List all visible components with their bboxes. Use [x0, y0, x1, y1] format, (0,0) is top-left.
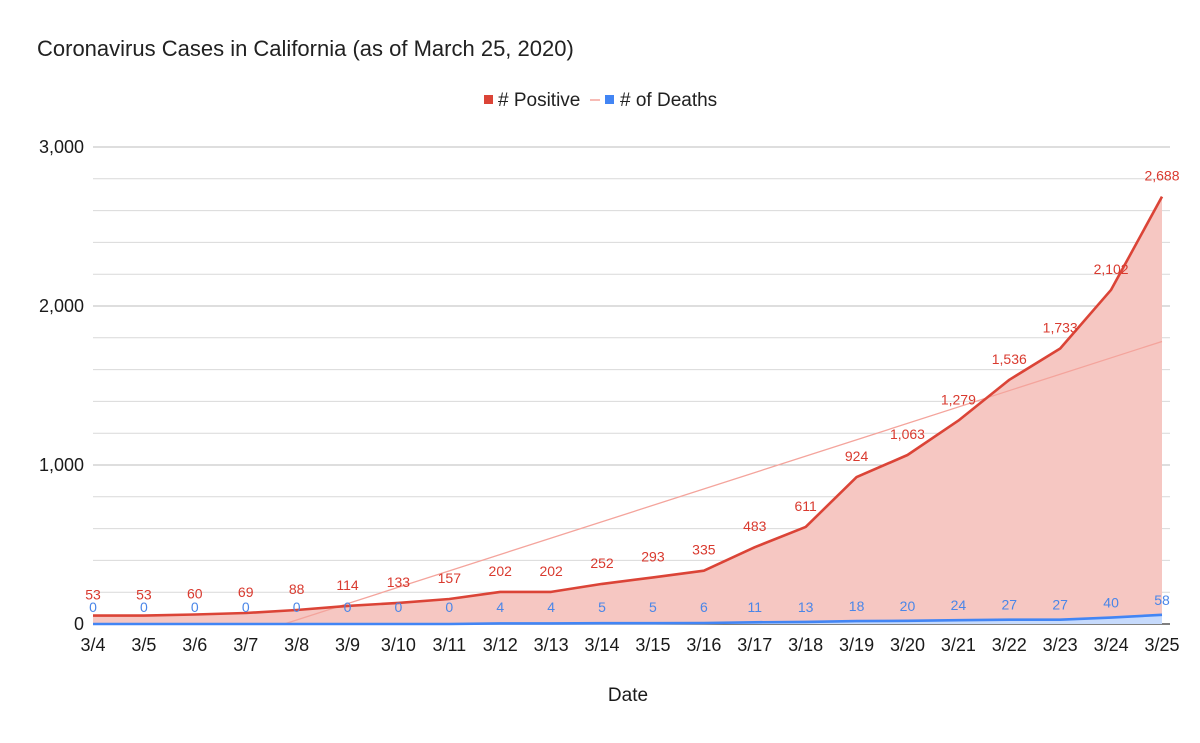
data-label-positive: 53	[85, 587, 101, 603]
data-label-deaths: 0	[89, 599, 97, 615]
data-label-positive: 114	[336, 577, 359, 593]
series-lines	[93, 195, 1164, 626]
data-label-positive: 335	[692, 542, 716, 558]
data-labels: 53 53 60 69 88 114 133 157 202 202 252 293 335483611…	[85, 168, 1180, 615]
data-label-deaths: 0	[293, 599, 301, 615]
x-tick-label: 3/20	[890, 635, 925, 655]
data-label-deaths: 27	[1001, 597, 1017, 613]
x-tick-label: 3/23	[1043, 635, 1078, 655]
data-label-deaths: 58	[1154, 592, 1170, 608]
x-tick-label: 3/9	[335, 635, 360, 655]
data-label-positive: 293	[641, 548, 665, 564]
legend: # Positive # of Deaths	[484, 90, 717, 111]
x-tick-label: 3/13	[534, 635, 569, 655]
legend-swatch-deaths	[605, 95, 614, 104]
data-label-deaths: 4	[496, 599, 504, 615]
data-label-deaths: 0	[344, 599, 352, 615]
data-label-deaths: 6	[700, 599, 708, 615]
x-tick-label: 3/10	[381, 635, 416, 655]
x-axis: 3/4 3/5 3/6 3/7 3/8 3/9 3/10 3/11 3/12 3/13 3/14 3/…	[80, 635, 1179, 655]
data-label-deaths: 27	[1052, 597, 1068, 613]
data-label-positive: 924	[845, 448, 869, 464]
x-tick-label: 3/6	[182, 635, 207, 655]
data-label-positive: 69	[238, 584, 254, 600]
line-deaths	[93, 613, 1163, 626]
data-label-deaths: 5	[598, 599, 606, 615]
data-label-deaths: 11	[747, 599, 762, 615]
data-label-deaths: 0	[445, 599, 453, 615]
data-label-positive: 1,063	[890, 426, 925, 442]
gridlines	[93, 146, 1170, 625]
area-positive	[93, 196, 1162, 624]
data-label-positive: 1,733	[1043, 319, 1078, 335]
line-positive	[93, 195, 1164, 617]
data-label-positive: 1,279	[941, 392, 976, 408]
x-tick-label: 3/12	[483, 635, 518, 655]
x-tick-label: 3/8	[284, 635, 309, 655]
legend-swatch-positive	[484, 95, 493, 104]
x-tick-label: 3/18	[788, 635, 823, 655]
data-label-positive: 611	[795, 498, 818, 514]
x-tick-label: 3/24	[1094, 635, 1129, 655]
y-tick-label: 2,000	[39, 296, 84, 316]
data-label-positive: 60	[187, 585, 203, 601]
data-label-deaths: 4	[547, 599, 555, 615]
data-label-deaths: 18	[849, 598, 865, 614]
data-label-deaths: 40	[1103, 595, 1119, 611]
x-tick-label: 3/4	[80, 635, 105, 655]
data-label-positive: 157	[438, 570, 462, 586]
data-label-positive: 2,102	[1094, 261, 1129, 277]
x-tick-label: 3/19	[839, 635, 874, 655]
chart-title: Coronavirus Cases in California (as of M…	[37, 36, 574, 61]
data-label-positive: 133	[387, 574, 411, 590]
x-tick-label: 3/17	[737, 635, 772, 655]
data-label-positive: 202	[489, 563, 513, 579]
x-tick-label: 3/14	[585, 635, 620, 655]
y-tick-label: 0	[74, 614, 84, 634]
x-tick-label: 3/15	[635, 635, 670, 655]
legend-label-positive: # Positive	[498, 90, 580, 111]
data-label-deaths: 5	[649, 599, 657, 615]
x-tick-label: 3/21	[941, 635, 976, 655]
legend-label-deaths: # of Deaths	[620, 90, 717, 111]
x-tick-label: 3/5	[131, 635, 156, 655]
data-label-positive: 252	[590, 555, 614, 571]
data-label-deaths: 0	[191, 599, 199, 615]
data-label-deaths: 0	[395, 599, 403, 615]
x-tick-label: 3/25	[1144, 635, 1179, 655]
x-tick-label: 3/7	[233, 635, 258, 655]
data-label-deaths: 24	[951, 597, 967, 613]
data-label-deaths: 13	[798, 599, 814, 615]
series-areas	[93, 196, 1162, 624]
y-tick-label: 1,000	[39, 455, 84, 475]
x-axis-title: Date	[608, 685, 648, 706]
data-label-deaths: 0	[140, 599, 148, 615]
x-tick-label: 3/11	[432, 635, 466, 655]
data-label-deaths: 20	[900, 598, 916, 614]
x-tick-label: 3/16	[686, 635, 721, 655]
data-label-positive: 53	[136, 587, 152, 603]
data-label-deaths: 0	[242, 599, 250, 615]
data-label-positive: 2,688	[1144, 168, 1179, 184]
data-label-positive: 88	[289, 581, 305, 597]
data-label-positive: 202	[539, 563, 563, 579]
y-axis: 0 1,000 2,000 3,000	[39, 137, 84, 634]
data-label-positive: 1,536	[992, 351, 1027, 367]
data-label-positive: 483	[743, 518, 767, 534]
x-tick-label: 3/22	[992, 635, 1027, 655]
y-tick-label: 3,000	[39, 137, 84, 157]
